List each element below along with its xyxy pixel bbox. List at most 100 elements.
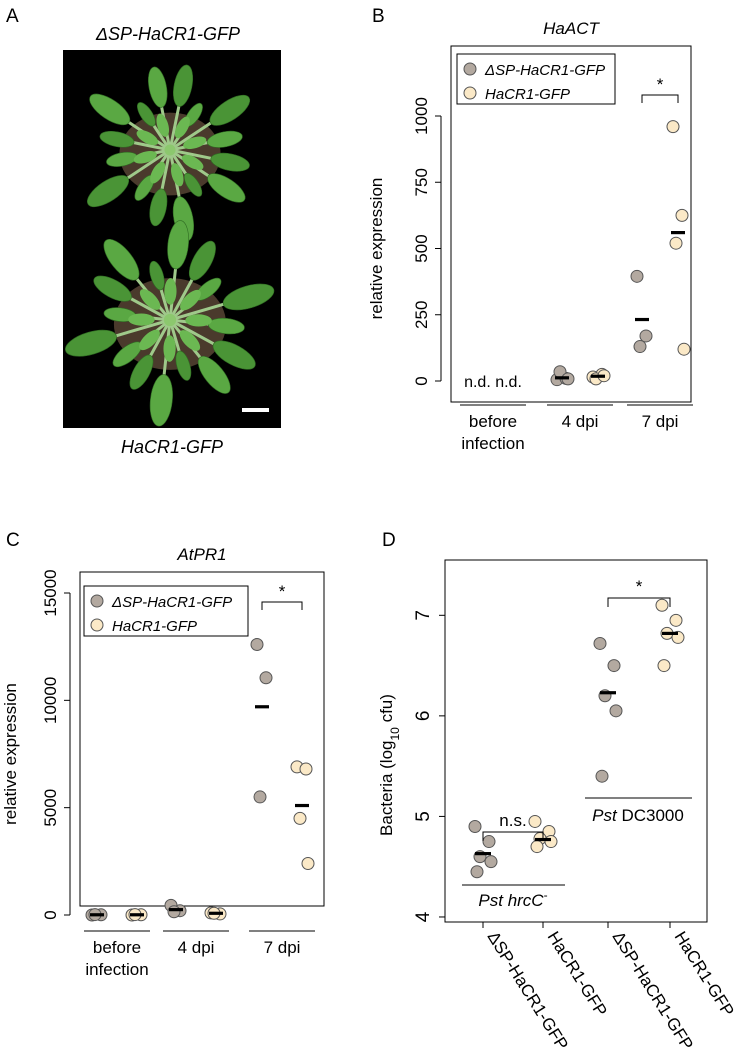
data-point (609, 704, 623, 718)
legend-box (456, 53, 616, 105)
inner-leaf (156, 113, 170, 137)
significance-label: * (657, 75, 664, 94)
inner-leaf (163, 335, 176, 362)
inner-leaf (181, 154, 204, 170)
inner-leaf (174, 116, 190, 139)
panel-c-chart: AtPR1 0 5000 10000 15000 relative expression Δ… (1, 545, 325, 979)
significance-bracket (607, 597, 671, 607)
data-point (655, 598, 669, 612)
petiole (169, 300, 231, 322)
inner-leaf (185, 314, 212, 327)
petiole (159, 149, 172, 195)
leaf (148, 66, 168, 108)
panel-letter-b: B (372, 6, 385, 27)
data-point (595, 769, 609, 783)
data-point (484, 855, 498, 869)
data-point (463, 62, 477, 76)
leaf (87, 175, 129, 208)
data-point (657, 659, 671, 673)
panel-letter-c: C (6, 530, 20, 551)
group-label: before (93, 938, 141, 957)
plant-rosette-bottom (65, 220, 275, 427)
inner-leaf (136, 130, 159, 146)
data-point (639, 329, 653, 343)
y-tick-label: 6 (413, 711, 434, 722)
data-point (470, 865, 484, 879)
x-tick-label: HaCR1-GFP (544, 928, 611, 1020)
significance-bracket (261, 601, 303, 610)
leaf (188, 240, 216, 281)
data-point (293, 811, 307, 825)
y-axis-label: relative expression (1, 683, 20, 825)
petiole (125, 294, 171, 322)
petiole (146, 319, 172, 361)
significance-label: * (279, 582, 286, 601)
inner-leaf (179, 330, 201, 351)
rosette-center (164, 144, 176, 156)
group-label: 4 dpi (562, 412, 599, 431)
data-point (630, 269, 644, 283)
group-label: 7 dpi (642, 412, 679, 431)
leaf (93, 275, 132, 302)
data-point (250, 638, 264, 652)
petiole (169, 118, 217, 152)
legend-label: ΔSP-HaCR1-GFP (484, 62, 605, 79)
legend-label: HaCR1-GFP (112, 618, 197, 635)
panel-a-photo-group: ΔSP-HaCR1-GFP HaCR1-GFP (63, 24, 281, 457)
y-tick-label: 4 (413, 911, 434, 922)
y-tick-label: 7 (413, 610, 434, 621)
data-point (90, 594, 104, 608)
panel-letter-d: D (382, 530, 396, 551)
data-point (482, 835, 496, 849)
data-point (90, 618, 104, 632)
significance-label: n.s. (499, 811, 526, 830)
petiole (121, 148, 171, 183)
leaf (222, 283, 275, 311)
leaf (183, 172, 203, 197)
y-axis-label: Bacteria (log10 cfu) (377, 694, 402, 836)
group-label: Pst DC3000 (592, 806, 684, 825)
petiole (169, 148, 217, 161)
y-tick-label: 1000 (412, 97, 431, 135)
leaf (129, 354, 154, 390)
group-label: 4 dpi (178, 938, 215, 957)
leaf (173, 64, 194, 107)
data-point (528, 814, 542, 828)
data-point (593, 636, 607, 650)
leaf (149, 260, 165, 291)
y-tick-label: 5 (413, 811, 434, 822)
data-point (666, 120, 680, 134)
data-point (677, 342, 691, 356)
y-tick-label: 0 (41, 910, 60, 919)
chart-title: AtPR1 (176, 545, 226, 564)
plot-box (450, 45, 692, 403)
petiole (109, 318, 171, 340)
rosette-center (163, 313, 177, 327)
data-point (299, 762, 313, 776)
inner-leaf (139, 329, 160, 351)
inner-leaf (133, 150, 157, 164)
data-point (607, 659, 621, 673)
leaf (209, 94, 251, 126)
legend-label: ΔSP-HaCR1-GFP (111, 594, 232, 611)
y-tick-label: 15000 (41, 569, 60, 616)
data-point (301, 856, 315, 870)
leaf (149, 188, 168, 227)
inner-leaf (150, 161, 166, 184)
significance-bracket (641, 94, 679, 103)
y-tick-label: 750 (412, 168, 431, 196)
data-point (669, 236, 683, 250)
inner-leaf (180, 289, 201, 311)
plot-box (79, 571, 325, 907)
inner-leaf (139, 289, 161, 310)
data-point (530, 840, 544, 854)
chart-title: HaACT (543, 19, 600, 38)
legend-label: HaCR1-GFP (485, 86, 570, 103)
y-tick-label: 250 (412, 301, 431, 329)
data-point (633, 340, 647, 354)
group-label: Pst hrcC- (478, 888, 547, 910)
data-point (468, 819, 482, 833)
leaf (137, 102, 156, 127)
inner-leaf (128, 313, 155, 326)
